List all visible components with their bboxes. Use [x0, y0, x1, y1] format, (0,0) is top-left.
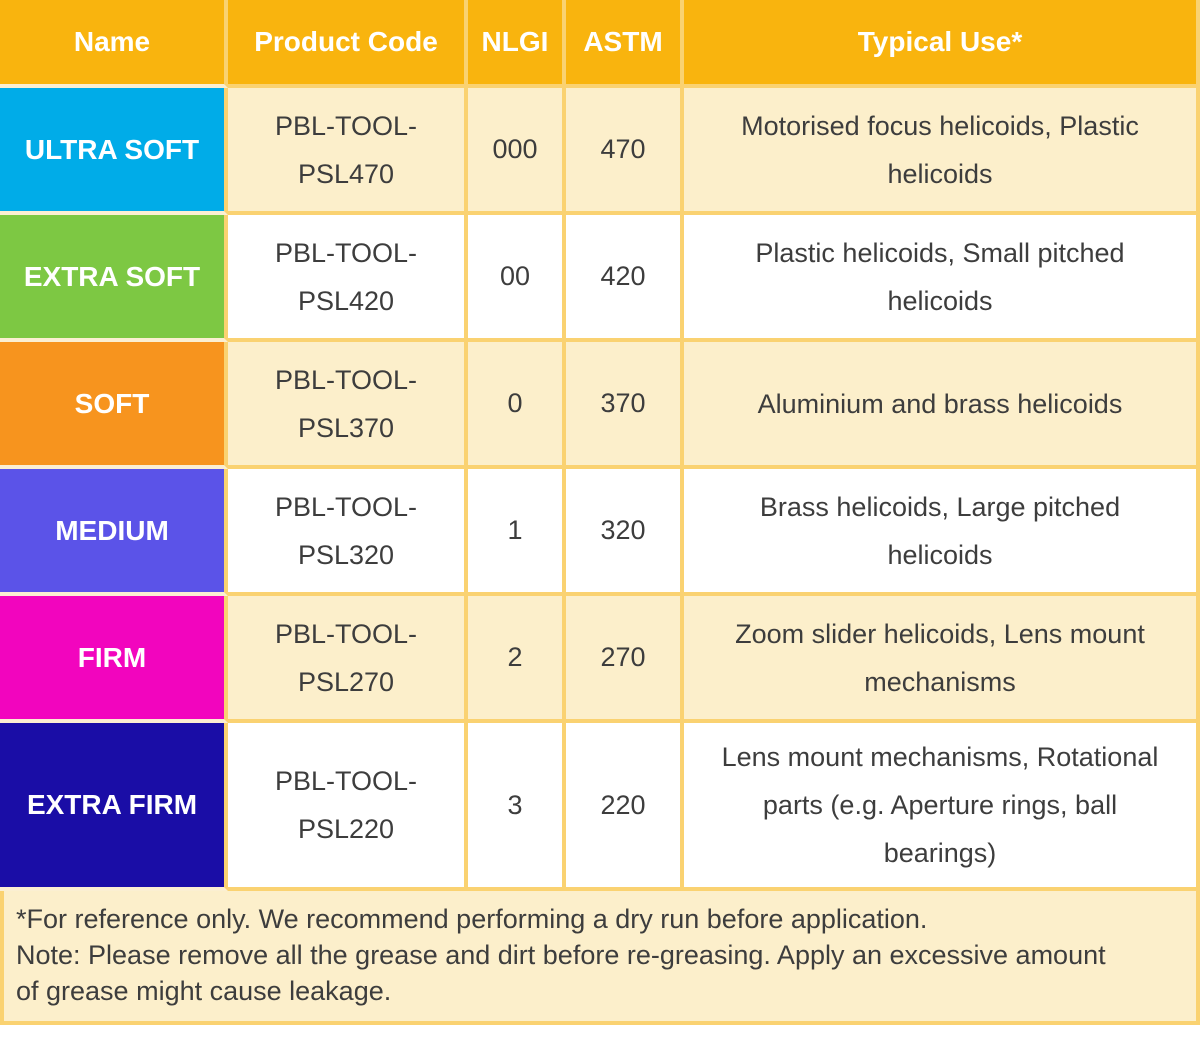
product-code-cell: PBL-TOOL-PSL370 — [228, 342, 468, 469]
astm-cell: 370 — [566, 342, 684, 469]
column-header-astm: ASTM — [566, 0, 684, 88]
typical-use-cell: Lens mount mechanisms, Rotational parts … — [684, 723, 1200, 891]
column-header-nlgi: NLGI — [468, 0, 566, 88]
column-header-typical-use: Typical Use* — [684, 0, 1200, 88]
astm-cell: 420 — [566, 215, 684, 342]
product-code-cell: PBL-TOOL-PSL220 — [228, 723, 468, 891]
table-row-ultra-soft: ULTRA SOFT PBL-TOOL-PSL470 000 470 Motor… — [0, 88, 1200, 215]
nlgi-cell: 1 — [468, 469, 566, 596]
astm-cell: 220 — [566, 723, 684, 891]
column-header-product-code: Product Code — [228, 0, 468, 88]
footnote: *For reference only. We recommend perfor… — [0, 891, 1200, 1025]
product-code-cell: PBL-TOOL-PSL420 — [228, 215, 468, 342]
typical-use-cell: Zoom slider helicoids, Lens mount mechan… — [684, 596, 1200, 723]
name-cell: FIRM — [0, 596, 228, 723]
name-cell: EXTRA SOFT — [0, 215, 228, 342]
table-row-medium: MEDIUM PBL-TOOL-PSL320 1 320 Brass helic… — [0, 469, 1200, 596]
name-cell: ULTRA SOFT — [0, 88, 228, 215]
footnote-line-2: Note: Please remove all the grease and d… — [16, 940, 1106, 1006]
product-code-cell: PBL-TOOL-PSL470 — [228, 88, 468, 215]
name-cell: EXTRA FIRM — [0, 723, 228, 891]
typical-use-cell: Brass helicoids, Large pitched helicoids — [684, 469, 1200, 596]
table-row-extra-firm: EXTRA FIRM PBL-TOOL-PSL220 3 220 Lens mo… — [0, 723, 1200, 891]
product-code-cell: PBL-TOOL-PSL270 — [228, 596, 468, 723]
table-row-soft: SOFT PBL-TOOL-PSL370 0 370 Aluminium and… — [0, 342, 1200, 469]
header-row: Name Product Code NLGI ASTM Typical Use* — [0, 0, 1200, 88]
nlgi-cell: 2 — [468, 596, 566, 723]
table-row-extra-soft: EXTRA SOFT PBL-TOOL-PSL420 00 420 Plasti… — [0, 215, 1200, 342]
name-cell: MEDIUM — [0, 469, 228, 596]
footnote-line-1: *For reference only. We recommend perfor… — [16, 904, 928, 934]
name-cell: SOFT — [0, 342, 228, 469]
nlgi-cell: 0 — [468, 342, 566, 469]
nlgi-cell: 00 — [468, 215, 566, 342]
table-footer: *For reference only. We recommend perfor… — [0, 891, 1200, 1025]
table-body: ULTRA SOFT PBL-TOOL-PSL470 000 470 Motor… — [0, 88, 1200, 891]
footnote-row: *For reference only. We recommend perfor… — [0, 891, 1200, 1025]
typical-use-cell: Plastic helicoids, Small pitched helicoi… — [684, 215, 1200, 342]
table-row-firm: FIRM PBL-TOOL-PSL270 2 270 Zoom slider h… — [0, 596, 1200, 723]
typical-use-cell: Aluminium and brass helicoids — [684, 342, 1200, 469]
astm-cell: 320 — [566, 469, 684, 596]
astm-cell: 470 — [566, 88, 684, 215]
product-code-cell: PBL-TOOL-PSL320 — [228, 469, 468, 596]
typical-use-cell: Motorised focus helicoids, Plastic helic… — [684, 88, 1200, 215]
nlgi-cell: 3 — [468, 723, 566, 891]
astm-cell: 270 — [566, 596, 684, 723]
table-header: Name Product Code NLGI ASTM Typical Use* — [0, 0, 1200, 88]
column-header-name: Name — [0, 0, 228, 88]
nlgi-cell: 000 — [468, 88, 566, 215]
